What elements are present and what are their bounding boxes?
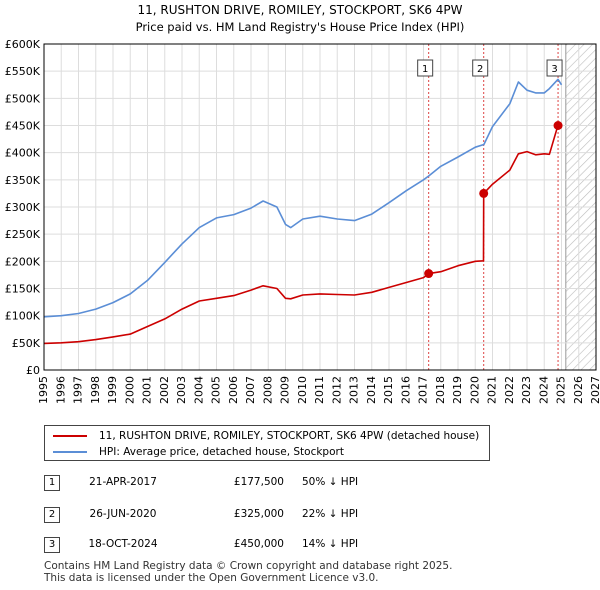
x-tick-label: 2000: [123, 376, 136, 404]
x-tick-label: 2001: [141, 376, 154, 404]
x-tick-label: 2006: [227, 376, 240, 404]
x-tick-label: 2020: [468, 376, 481, 404]
sale-marker-box: [546, 59, 563, 77]
sale-marker-label: 2: [477, 64, 483, 75]
x-tick-label: 2019: [451, 376, 464, 404]
chart-title: 11, RUSHTON DRIVE, ROMILEY, STOCKPORT, S…: [137, 3, 462, 17]
y-tick-label: £150K: [5, 283, 41, 296]
x-tick-label: 2003: [175, 376, 188, 404]
x-tick-label: 2024: [537, 376, 550, 404]
transaction-number: 2: [44, 507, 60, 523]
x-tick-label: 2025: [555, 376, 568, 404]
x-tick-label: 1999: [106, 376, 119, 404]
legend-label-property: 11, RUSHTON DRIVE, ROMILEY, STOCKPORT, S…: [99, 430, 480, 442]
sale-marker-box: [417, 59, 434, 77]
transaction-hpi: 50% ↓ HPI: [302, 476, 359, 488]
transaction-number: 1: [44, 475, 60, 491]
footer: Contains HM Land Registry data © Crown c…: [44, 560, 452, 584]
x-tick-label: 2023: [520, 376, 533, 404]
y-tick-label: £400K: [5, 147, 41, 160]
y-tick-label: £50K: [12, 337, 41, 350]
footer-copyright: Contains HM Land Registry data © Crown c…: [44, 560, 453, 572]
transaction-hpi: 22% ↓ HPI: [302, 508, 359, 520]
x-tick-label: 1998: [89, 376, 102, 404]
x-tick-label: 2022: [503, 376, 516, 404]
sale-marker-box: [472, 59, 489, 77]
transaction-number: 3: [44, 537, 60, 553]
y-tick-label: £350K: [5, 174, 41, 187]
y-tick-label: £300K: [5, 201, 41, 214]
x-tick-label: 2016: [399, 376, 412, 404]
x-tick-label: 2010: [296, 376, 309, 404]
property-series-line: [43, 124, 562, 345]
y-tick-label: £0: [26, 364, 40, 377]
x-tick-label: 2021: [486, 376, 499, 404]
x-tick-label: 1997: [72, 376, 85, 404]
legend-swatch-hpi: [53, 451, 87, 453]
sale-point: [553, 121, 563, 130]
legend-item-property: 11, RUSHTON DRIVE, ROMILEY, STOCKPORT, S…: [53, 428, 479, 444]
x-tick-label: 1995: [37, 376, 50, 404]
x-tick-label: 2008: [261, 376, 274, 404]
x-tick-label: 2005: [210, 376, 223, 404]
y-tick-label: £250K: [5, 228, 41, 241]
footer-licence: This data is licensed under the Open Gov…: [44, 572, 379, 584]
transaction-hpi: 14% ↓ HPI: [302, 538, 359, 550]
chart-subtitle: Price paid vs. HM Land Registry's House …: [136, 20, 465, 34]
transaction-price: £325,000: [233, 508, 284, 520]
transaction-date: 26-JUN-2020: [89, 508, 157, 520]
y-tick-label: £600K: [5, 38, 41, 51]
legend-swatch-property: [53, 435, 87, 437]
x-tick-label: 2027: [589, 376, 600, 404]
transaction-date: 21-APR-2017: [89, 476, 157, 488]
legend-item-hpi: HPI: Average price, detached house, Stoc…: [53, 444, 344, 460]
transaction-date: 18-OCT-2024: [88, 538, 158, 550]
y-tick-label: £550K: [5, 65, 41, 78]
sale-point: [424, 269, 434, 279]
transaction-price: £177,500: [233, 476, 284, 488]
x-tick-label: 2026: [572, 376, 585, 404]
x-tick-label: 2014: [365, 376, 378, 404]
x-tick-label: 2017: [417, 376, 430, 404]
sale-point: [479, 188, 489, 198]
price-chart: 11, RUSHTON DRIVE, ROMILEY, STOCKPORT, S…: [5, 3, 600, 404]
y-tick-label: £500K: [5, 92, 41, 105]
x-tick-label: 2015: [382, 376, 395, 404]
sale-marker-label: 3: [551, 64, 557, 75]
x-tick-label: 2007: [244, 376, 257, 404]
x-tick-label: 2013: [348, 376, 361, 404]
legend: 11, RUSHTON DRIVE, ROMILEY, STOCKPORT, S…: [44, 425, 490, 461]
y-tick-label: £450K: [5, 120, 41, 133]
plot-border: [43, 43, 597, 371]
x-tick-label: 2012: [330, 376, 343, 404]
hpi-series-line: [43, 78, 563, 318]
legend-label-hpi: HPI: Average price, detached house, Stoc…: [99, 446, 344, 458]
y-tick-label: £100K: [5, 310, 41, 323]
x-tick-label: 2011: [313, 376, 326, 404]
x-tick-label: 1996: [54, 376, 67, 404]
x-tick-label: 2002: [158, 376, 171, 404]
x-tick-label: 2018: [434, 376, 447, 404]
x-tick-label: 2004: [192, 376, 205, 404]
transaction-price: £450,000: [233, 538, 284, 550]
x-tick-label: 2009: [279, 376, 292, 404]
sale-marker-label: 1: [422, 64, 428, 75]
y-tick-label: £200K: [5, 255, 41, 268]
